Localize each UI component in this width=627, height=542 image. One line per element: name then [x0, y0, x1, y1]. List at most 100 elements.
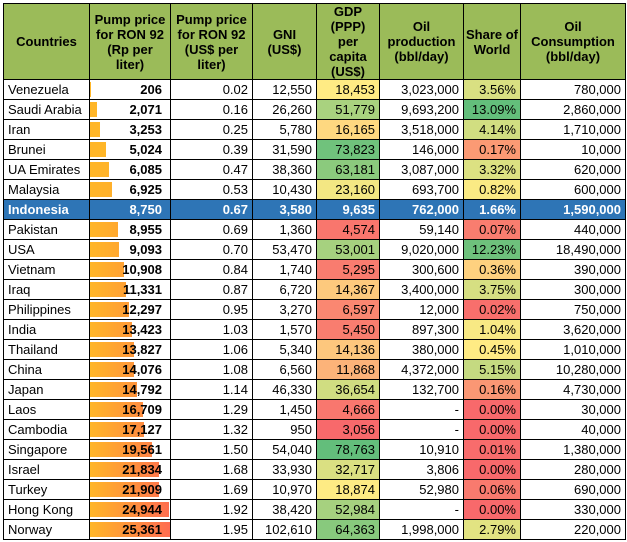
- cell-oil-production[interactable]: 4,372,000: [379, 359, 464, 380]
- cell-gdp-ppp[interactable]: 78,763: [316, 439, 380, 460]
- cell-share-of-world[interactable]: 1.66%: [463, 199, 521, 220]
- cell-oil-production[interactable]: 132,700: [379, 379, 464, 400]
- cell-pump-price-rp[interactable]: 6,085: [89, 159, 171, 180]
- cell-oil-production[interactable]: 1,998,000: [379, 519, 464, 540]
- cell-share-of-world[interactable]: 5.15%: [463, 359, 521, 380]
- cell-pump-price-usd[interactable]: 1.03: [170, 319, 253, 340]
- cell-pump-price-usd[interactable]: 1.68: [170, 459, 253, 480]
- cell-country[interactable]: Philippines: [3, 299, 90, 320]
- cell-gdp-ppp[interactable]: 53,001: [316, 239, 380, 260]
- cell-oil-production[interactable]: 10,910: [379, 439, 464, 460]
- cell-oil-consumption[interactable]: 10,280,000: [520, 359, 626, 380]
- cell-gni[interactable]: 3,580: [252, 199, 317, 220]
- cell-oil-consumption[interactable]: 10,000: [520, 139, 626, 160]
- cell-share-of-world[interactable]: 3.75%: [463, 279, 521, 300]
- cell-pump-price-rp[interactable]: 10,908: [89, 259, 171, 280]
- cell-share-of-world[interactable]: 0.07%: [463, 219, 521, 240]
- header-pump-price-usd[interactable]: Pump price for RON 92 (US$ per liter): [170, 3, 253, 80]
- cell-pump-price-rp[interactable]: 8,750: [89, 199, 171, 220]
- cell-oil-consumption[interactable]: 4,730,000: [520, 379, 626, 400]
- cell-gni[interactable]: 5,780: [252, 119, 317, 140]
- cell-pump-price-usd[interactable]: 0.70: [170, 239, 253, 260]
- cell-oil-consumption[interactable]: 620,000: [520, 159, 626, 180]
- cell-pump-price-usd[interactable]: 1.32: [170, 419, 253, 440]
- cell-gdp-ppp[interactable]: 14,136: [316, 339, 380, 360]
- cell-gdp-ppp[interactable]: 73,823: [316, 139, 380, 160]
- cell-oil-consumption[interactable]: 220,000: [520, 519, 626, 540]
- cell-oil-production[interactable]: 52,980: [379, 479, 464, 500]
- cell-pump-price-rp[interactable]: 3,253: [89, 119, 171, 140]
- cell-oil-consumption[interactable]: 30,000: [520, 399, 626, 420]
- cell-oil-production[interactable]: 59,140: [379, 219, 464, 240]
- cell-pump-price-rp[interactable]: 12,297: [89, 299, 171, 320]
- cell-gni[interactable]: 54,040: [252, 439, 317, 460]
- cell-country[interactable]: UA Emirates: [3, 159, 90, 180]
- cell-gni[interactable]: 53,470: [252, 239, 317, 260]
- cell-gdp-ppp[interactable]: 18,453: [316, 79, 380, 100]
- cell-country[interactable]: Iraq: [3, 279, 90, 300]
- cell-share-of-world[interactable]: 0.36%: [463, 259, 521, 280]
- cell-pump-price-usd[interactable]: 1.08: [170, 359, 253, 380]
- cell-gni[interactable]: 10,970: [252, 479, 317, 500]
- cell-country[interactable]: Malaysia: [3, 179, 90, 200]
- cell-pump-price-usd[interactable]: 0.39: [170, 139, 253, 160]
- cell-country[interactable]: Turkey: [3, 479, 90, 500]
- header-countries[interactable]: Countries: [3, 3, 90, 80]
- cell-gni[interactable]: 5,340: [252, 339, 317, 360]
- cell-oil-consumption[interactable]: 280,000: [520, 459, 626, 480]
- cell-gdp-ppp[interactable]: 6,597: [316, 299, 380, 320]
- cell-share-of-world[interactable]: 1.04%: [463, 319, 521, 340]
- header-oil-consumption[interactable]: Oil Consumption (bbl/day): [520, 3, 626, 80]
- cell-pump-price-usd[interactable]: 1.29: [170, 399, 253, 420]
- cell-share-of-world[interactable]: 2.79%: [463, 519, 521, 540]
- cell-gdp-ppp[interactable]: 32,717: [316, 459, 380, 480]
- cell-share-of-world[interactable]: 13.09%: [463, 99, 521, 120]
- cell-pump-price-rp[interactable]: 17,127: [89, 419, 171, 440]
- cell-gdp-ppp[interactable]: 4,574: [316, 219, 380, 240]
- cell-share-of-world[interactable]: 0.01%: [463, 439, 521, 460]
- cell-gni[interactable]: 1,450: [252, 399, 317, 420]
- cell-share-of-world[interactable]: 3.56%: [463, 79, 521, 100]
- cell-share-of-world[interactable]: 0.02%: [463, 299, 521, 320]
- cell-pump-price-usd[interactable]: 0.84: [170, 259, 253, 280]
- cell-gdp-ppp[interactable]: 23,160: [316, 179, 380, 200]
- cell-country[interactable]: Venezuela: [3, 79, 90, 100]
- cell-pump-price-rp[interactable]: 206: [89, 79, 171, 100]
- cell-oil-production[interactable]: 9,020,000: [379, 239, 464, 260]
- cell-oil-production[interactable]: 693,700: [379, 179, 464, 200]
- cell-gni[interactable]: 1,360: [252, 219, 317, 240]
- cell-oil-consumption[interactable]: 750,000: [520, 299, 626, 320]
- header-share-of-world[interactable]: Share of World: [463, 3, 521, 80]
- cell-country[interactable]: India: [3, 319, 90, 340]
- cell-share-of-world[interactable]: 0.06%: [463, 479, 521, 500]
- cell-gni[interactable]: 33,930: [252, 459, 317, 480]
- cell-gdp-ppp[interactable]: 5,295: [316, 259, 380, 280]
- cell-gni[interactable]: 38,360: [252, 159, 317, 180]
- cell-pump-price-usd[interactable]: 0.87: [170, 279, 253, 300]
- cell-oil-consumption[interactable]: 440,000: [520, 219, 626, 240]
- cell-pump-price-rp[interactable]: 5,024: [89, 139, 171, 160]
- cell-oil-consumption[interactable]: 390,000: [520, 259, 626, 280]
- cell-gni[interactable]: 26,260: [252, 99, 317, 120]
- cell-pump-price-usd[interactable]: 0.25: [170, 119, 253, 140]
- cell-share-of-world[interactable]: 12.23%: [463, 239, 521, 260]
- cell-pump-price-usd[interactable]: 1.50: [170, 439, 253, 460]
- cell-oil-consumption[interactable]: 40,000: [520, 419, 626, 440]
- cell-pump-price-usd[interactable]: 1.06: [170, 339, 253, 360]
- cell-share-of-world[interactable]: 0.17%: [463, 139, 521, 160]
- cell-gdp-ppp[interactable]: 63,181: [316, 159, 380, 180]
- cell-oil-consumption[interactable]: 300,000: [520, 279, 626, 300]
- cell-pump-price-rp[interactable]: 14,076: [89, 359, 171, 380]
- cell-pump-price-rp[interactable]: 24,944: [89, 499, 171, 520]
- cell-country[interactable]: Israel: [3, 459, 90, 480]
- cell-country[interactable]: Cambodia: [3, 419, 90, 440]
- cell-share-of-world[interactable]: 0.45%: [463, 339, 521, 360]
- cell-gni[interactable]: 38,420: [252, 499, 317, 520]
- cell-pump-price-rp[interactable]: 2,071: [89, 99, 171, 120]
- cell-country[interactable]: Indonesia: [3, 199, 90, 220]
- cell-country[interactable]: China: [3, 359, 90, 380]
- cell-gdp-ppp[interactable]: 51,779: [316, 99, 380, 120]
- cell-gni[interactable]: 3,270: [252, 299, 317, 320]
- cell-share-of-world[interactable]: 0.00%: [463, 499, 521, 520]
- cell-oil-production[interactable]: 146,000: [379, 139, 464, 160]
